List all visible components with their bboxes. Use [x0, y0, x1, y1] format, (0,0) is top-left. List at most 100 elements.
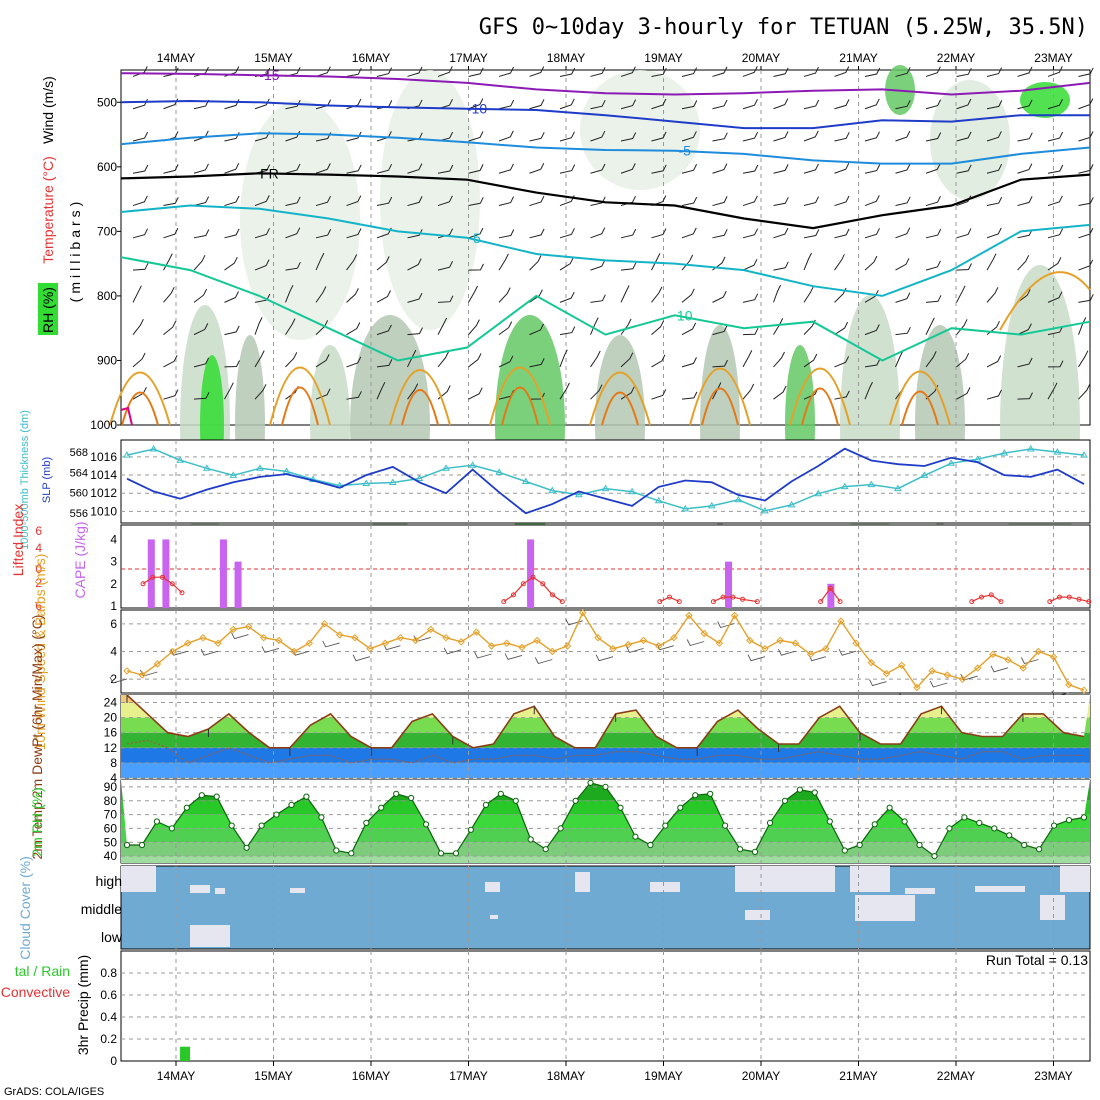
wind-barb [742, 258, 758, 271]
cloud-ylabel: Cloud Cover (%) [17, 856, 33, 959]
wind-barb [986, 355, 1002, 368]
slp-tick-label: 1010 [90, 504, 117, 518]
rh-point [452, 850, 460, 857]
thickness-tick-label: 568 [70, 447, 88, 459]
lifted-index-point [837, 599, 843, 605]
cloud-patch [485, 882, 500, 892]
wind-barb [864, 324, 880, 336]
wind-barb [254, 384, 267, 400]
wind-barb [1017, 99, 1033, 110]
rh-point [677, 804, 684, 811]
lifted-index-line [1049, 596, 1089, 603]
wind-barb [346, 195, 362, 207]
wind-barb [742, 350, 753, 368]
rh-point [781, 797, 789, 804]
cloud-patch [490, 915, 498, 919]
top-tick-label: 23MAY [1034, 51, 1072, 65]
cloud-patch [745, 910, 770, 920]
wind-speed-point [290, 647, 298, 656]
wind-barb [1017, 323, 1032, 336]
temperature-contour [120, 204, 1091, 297]
wind-barb [1047, 195, 1063, 207]
rh-point [796, 786, 804, 793]
thickness-point [548, 486, 557, 494]
wind-barb [803, 353, 818, 368]
wind-barb [712, 359, 728, 368]
wind-barb [132, 318, 144, 335]
thickness-point [734, 495, 743, 503]
wind-barb [1017, 132, 1033, 142]
wind-barb [376, 196, 393, 207]
bottom-tick-label: 23MAY [1034, 1069, 1072, 1083]
warm-contour [689, 367, 751, 426]
wind-speed-point [882, 669, 891, 678]
wind-speed-point [472, 628, 481, 636]
rh-point [183, 804, 190, 811]
rh-point [497, 790, 504, 797]
wind-barb [925, 295, 942, 303]
wind-barb [376, 163, 393, 174]
wind-barb [1017, 196, 1033, 207]
wind-barb [498, 66, 514, 77]
cape-bar [725, 561, 732, 608]
rh-point [856, 841, 863, 849]
temperature-contour [120, 99, 1090, 130]
pressure-tick-label: 1000 [90, 418, 117, 432]
wind-barb [559, 228, 575, 239]
wind-barb [498, 163, 514, 174]
wind-barb [681, 254, 694, 271]
chart-title: GFS 0~10day 3-hourly for TETUAN (5.25W, … [479, 15, 1088, 40]
li-tick-label: 4 [35, 541, 42, 555]
cape-frame [120, 524, 1091, 609]
wind-barb [742, 327, 759, 336]
rh-tick-label: 40 [104, 849, 118, 863]
wind-barb [468, 227, 484, 239]
wind-barb [712, 290, 727, 303]
wind-barb [407, 292, 423, 303]
wind-barb [346, 98, 362, 110]
rh-point [393, 790, 400, 797]
upper-air-ylabel: RH (%) Temperature (°C) Wind (m/s) (mill… [38, 76, 83, 335]
wind-barb [681, 391, 698, 400]
lifted-index-line [713, 596, 758, 603]
slp-tick-label: 1016 [90, 450, 117, 464]
wind-barb [590, 67, 606, 77]
wind-barb [773, 385, 787, 400]
wind-barb [651, 253, 661, 271]
lifted-index-line [503, 576, 563, 603]
wind-barb [315, 286, 327, 303]
wind-barb [620, 66, 636, 77]
wind-barb [864, 255, 878, 271]
wind-speed-point [837, 617, 845, 625]
temperature-line [126, 694, 1085, 749]
wind-speed-point [411, 636, 420, 645]
cape-bar [147, 539, 155, 608]
wind-speed-point [943, 671, 952, 679]
lifted-index-point [511, 592, 516, 598]
wind-speed-point [1019, 664, 1027, 672]
wind-barb [193, 196, 210, 207]
wind-speed-point [806, 650, 815, 659]
wind-barb [224, 325, 240, 336]
wind-barb [1047, 257, 1062, 271]
wind-barb [834, 356, 850, 368]
top-tick-label: 22MAY [937, 51, 975, 65]
wind-ylabel: 10m Wind Speed & Barbs (m/s) [32, 554, 48, 751]
bottom-tick-label: 21MAY [839, 1069, 877, 1083]
top-tick-label: 21MAY [839, 51, 877, 65]
thickness-point [362, 479, 371, 486]
wind-speed-point [1049, 653, 1058, 661]
lifted-index-point [179, 590, 185, 596]
wind-speed-point [822, 644, 830, 653]
wind-barb [895, 196, 911, 207]
wind-barb [986, 287, 999, 303]
lifted-index-point [1047, 599, 1053, 605]
bottom-x-axis: 14MAY 15MAY 16MAY 17MAY 18MAY 19MAY 20MAY 21MAY… [157, 1061, 1073, 1083]
wind-speed-point [1080, 686, 1088, 694]
wind-speed-point [958, 675, 967, 683]
wind-barb [193, 288, 208, 303]
wind-barb [224, 291, 239, 303]
wind-barb [559, 257, 574, 271]
wind-barb [285, 318, 296, 335]
